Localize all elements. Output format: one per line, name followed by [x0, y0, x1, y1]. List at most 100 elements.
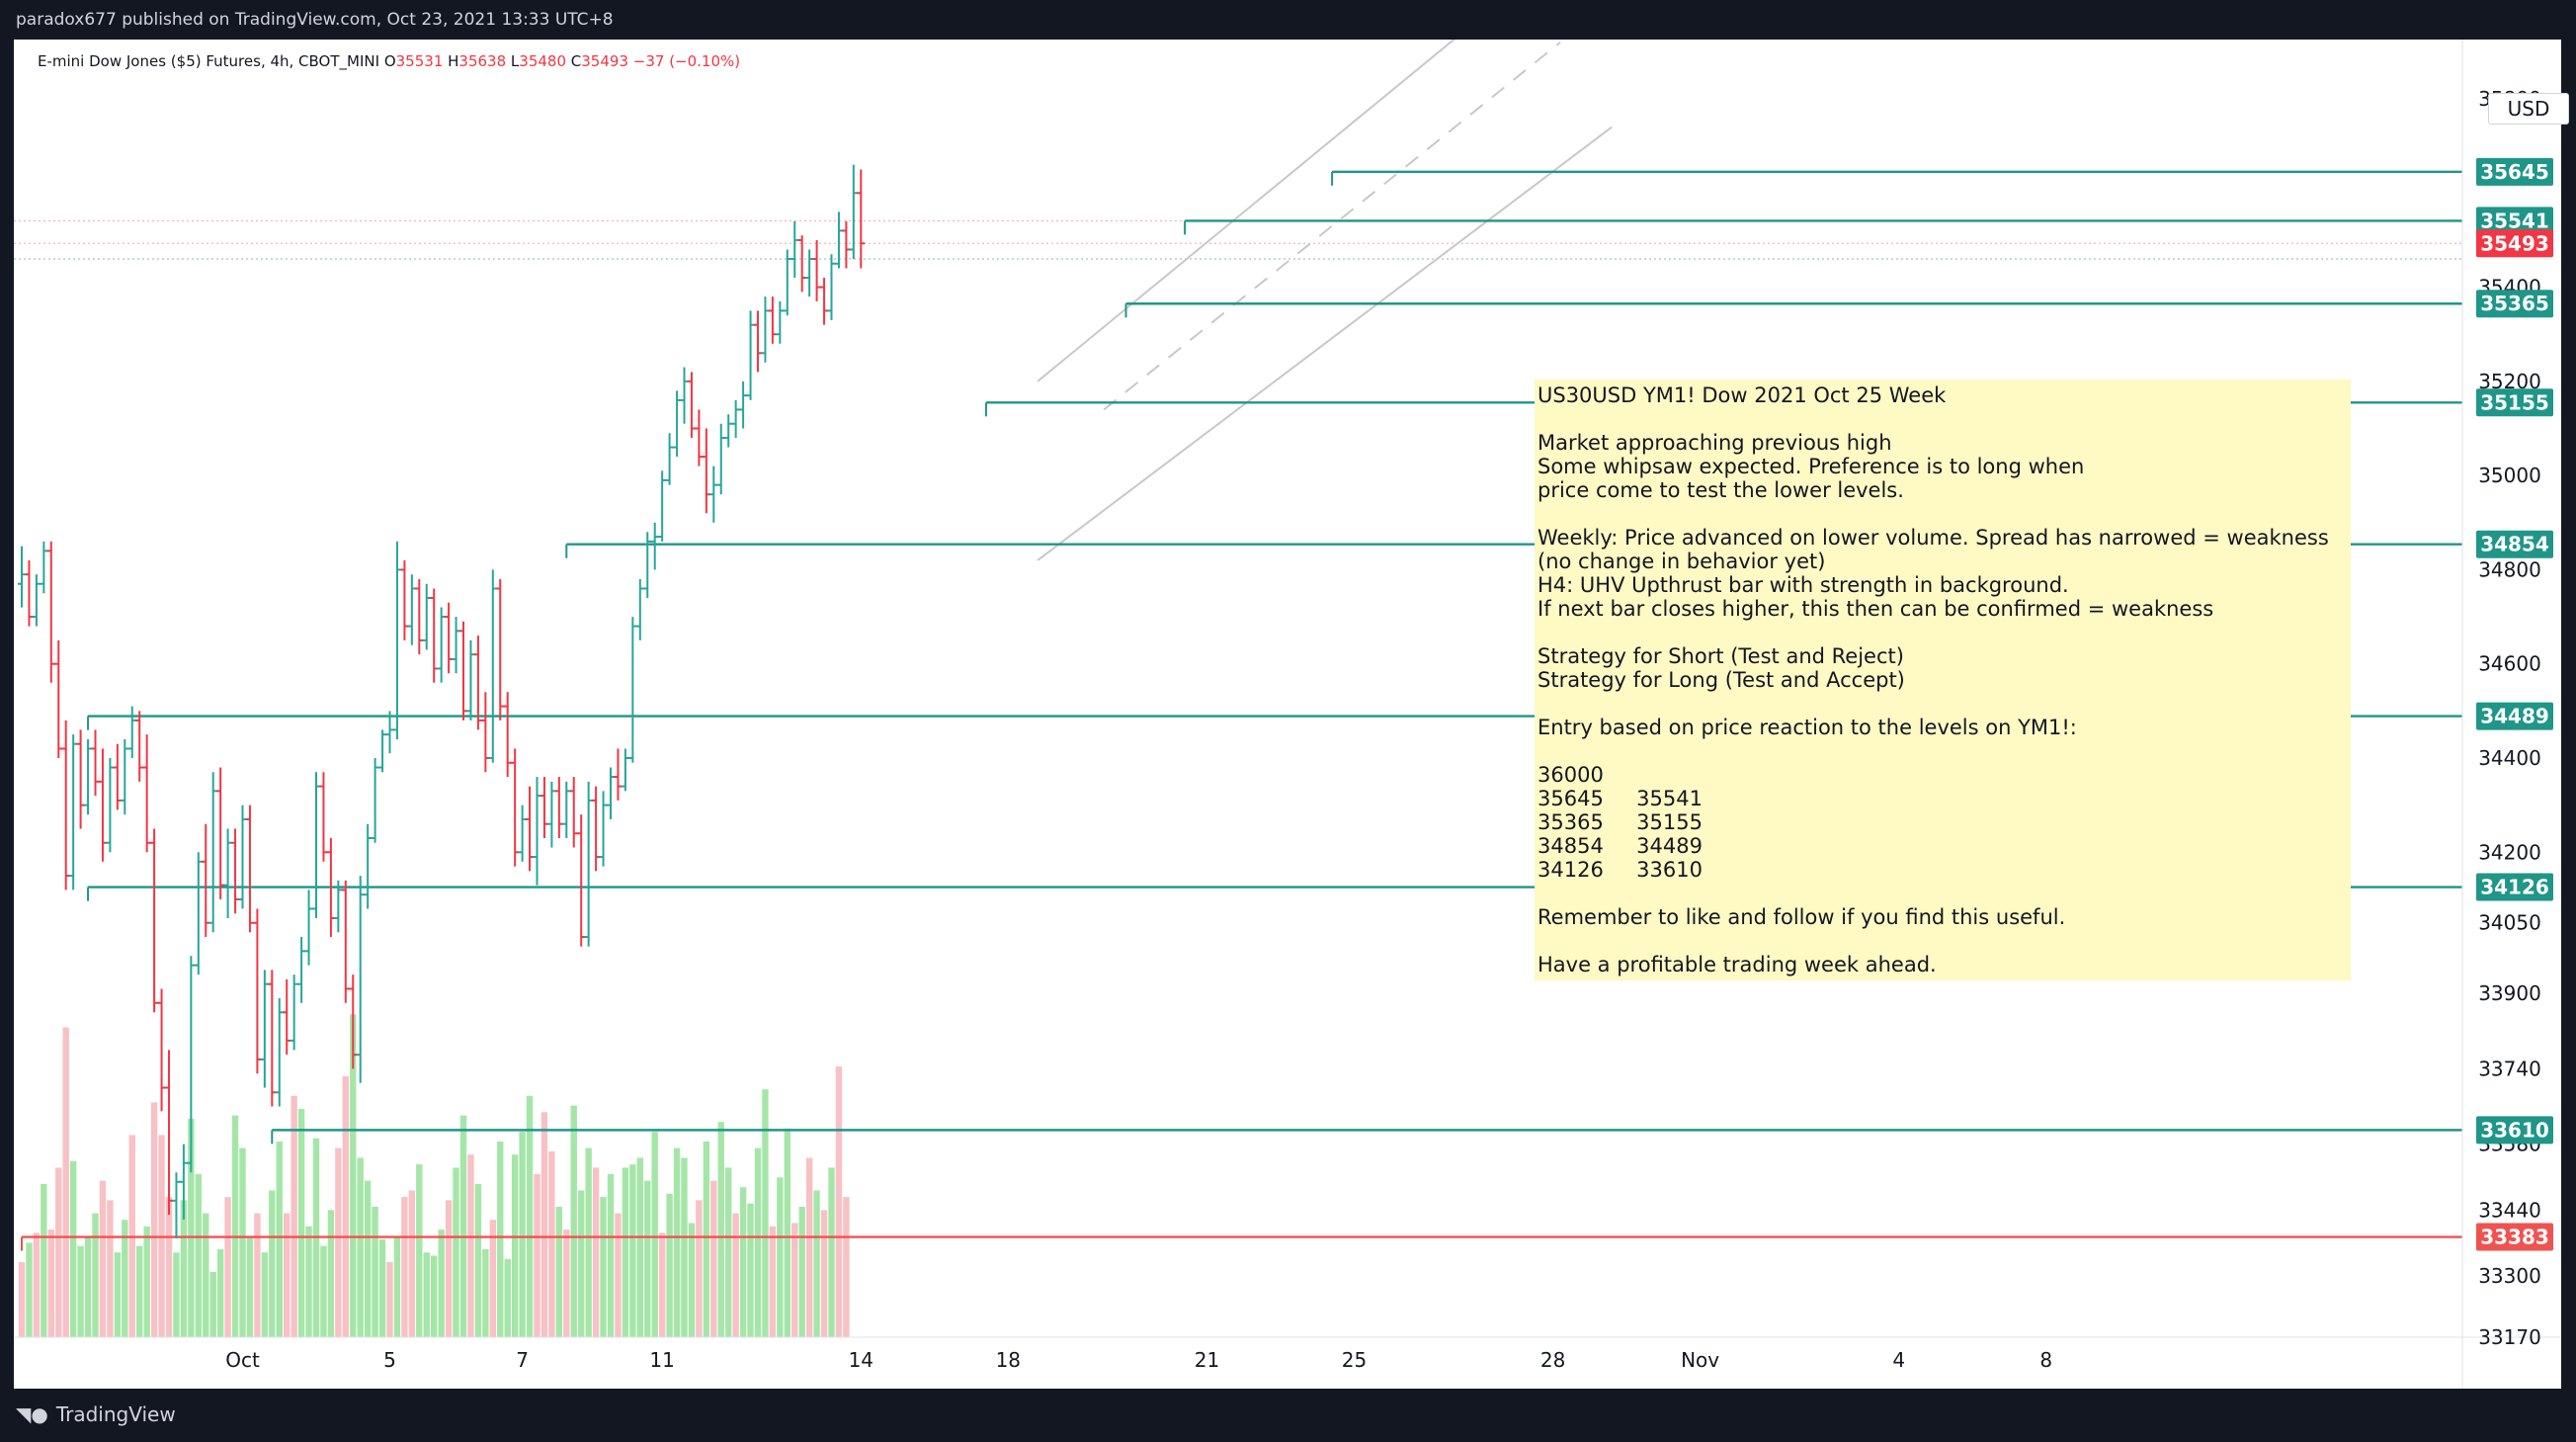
volume-bar [555, 1207, 563, 1337]
volume-bar [254, 1213, 261, 1337]
note-line: price come to test the lower levels. [1537, 478, 1904, 502]
price-level-tag-text: 34854 [2480, 533, 2549, 556]
note-line: Market approaching previous high [1537, 431, 1892, 455]
price-tick-label: 33900 [2478, 981, 2541, 1005]
note-line: 34126 33610 [1537, 858, 1703, 882]
note-line: Weekly: Price advanced on lower volume. … [1537, 526, 2329, 550]
volume-bar [18, 1262, 26, 1337]
volume-bar [519, 1132, 526, 1337]
note-line [1537, 882, 2348, 905]
volume-bar [291, 1095, 297, 1337]
price-level-tag [2476, 1116, 2553, 1145]
note-line [1537, 692, 2348, 716]
price-level-tag-text: 35541 [2480, 209, 2549, 232]
time-tick-label: 14 [849, 1348, 873, 1372]
volume-bar [615, 1213, 622, 1337]
volume-bar [364, 1180, 372, 1337]
volume-bar [710, 1180, 717, 1337]
volume-bar [511, 1154, 519, 1337]
volume-bar [77, 1245, 84, 1337]
brand-label: TradingView [55, 1402, 176, 1426]
volume-bar [33, 1232, 41, 1337]
note-line: H4: UHV Upthrust bar with strength in ba… [1537, 573, 2069, 597]
note-line: US30USD YM1! Dow 2021 Oct 25 Week [1537, 383, 1947, 407]
volume-bar [658, 1232, 666, 1337]
volume-bar [813, 1190, 820, 1337]
volume-bar [378, 1239, 386, 1337]
volume-bar [335, 1147, 342, 1337]
volume-bar [673, 1147, 681, 1337]
volume-bar [703, 1142, 710, 1337]
volume-bar [26, 1242, 33, 1337]
volume-bar [84, 1235, 92, 1337]
high-value: 35638 [458, 52, 507, 70]
time-tick-label: 11 [649, 1348, 674, 1372]
volume-bar [482, 1248, 489, 1337]
note-line: Remember to like and follow if you find … [1537, 905, 2066, 929]
volume-bar [423, 1252, 430, 1337]
volume-bar [393, 1235, 401, 1337]
volume-bar [784, 1128, 790, 1337]
volume-bar [754, 1147, 762, 1337]
note-line: Have a profitable trading week ahead. [1537, 953, 1937, 976]
price-level-tag-text: 33610 [2480, 1118, 2549, 1142]
volume-bar [372, 1207, 378, 1337]
volume-bar [636, 1157, 643, 1337]
volume-bar [681, 1157, 688, 1337]
note-line [1537, 621, 2348, 644]
price-level-tag [2476, 530, 2553, 558]
tradingview-logo-icon: ◥● [16, 1402, 48, 1426]
volume-bar [188, 1118, 195, 1337]
tradingview-brand[interactable]: ◥● TradingView [16, 1402, 176, 1426]
note-line [1537, 739, 2348, 763]
chart-area[interactable]: 33170 33300 33440 33580 33740 33900 34050 34200… [14, 40, 2569, 1389]
volume-bar [438, 1230, 445, 1337]
publisher-text: paradox677 published on TradingView.com,… [16, 10, 614, 30]
volume-bar [835, 1066, 843, 1337]
price-level-tag-text: 35365 [2480, 292, 2549, 315]
volume-bar [41, 1183, 47, 1337]
time-tick-label: 4 [1892, 1348, 1905, 1372]
volume-bar [305, 1226, 312, 1337]
note-line [1537, 502, 2348, 526]
currency-button[interactable]: USD [2488, 93, 2569, 125]
channel-upper-line [1037, 40, 1455, 382]
volume-bar [651, 1132, 658, 1337]
note-line: 36000 [1537, 763, 1604, 787]
close-value: 35493 [581, 52, 628, 70]
volume-bar [224, 1197, 231, 1337]
price-tick-label: 34800 [2478, 557, 2541, 581]
symbol-legend: E-mini Dow Jones ($5) Futures, 4h, CBOT_… [38, 52, 740, 70]
price-level-tag-text: 34489 [2480, 705, 2549, 728]
footer-strip: ◥● TradingView [0, 1389, 2576, 1442]
note-line: Strategy for Long (Test and Accept) [1537, 668, 1905, 692]
volume-bar [416, 1164, 423, 1337]
volume-bar [534, 1174, 540, 1337]
price-level-tag-text: 35645 [2480, 160, 2549, 184]
time-tick-label: Nov [1681, 1348, 1719, 1372]
volume-bar [717, 1122, 724, 1337]
time-tick-label: 28 [1540, 1348, 1565, 1372]
volume-bar [644, 1180, 651, 1337]
volume-bar [504, 1258, 511, 1337]
price-tick-label: 34200 [2478, 840, 2541, 864]
volume-bar [55, 1167, 62, 1337]
volume-bar [798, 1207, 805, 1337]
volume-bar [688, 1223, 696, 1337]
volume-bar [180, 1200, 188, 1337]
volume-bar [408, 1190, 416, 1337]
volume-bar [297, 1109, 305, 1337]
volume-bar [107, 1200, 114, 1337]
price-level-tag [2476, 1223, 2553, 1251]
volume-bar [246, 1235, 254, 1337]
volume-bar [320, 1245, 327, 1337]
volume-bar [585, 1147, 592, 1337]
price-tick-label: 33740 [2478, 1057, 2541, 1080]
volume-bar [732, 1213, 739, 1337]
note-line: (no change in behavior yet) [1537, 550, 1826, 573]
text-note[interactable]: US30USD YM1! Dow 2021 Oct 25 Week Market… [1535, 380, 2351, 980]
volume-bar [548, 1150, 555, 1337]
volume-bar [725, 1167, 732, 1337]
volume-bar [474, 1183, 482, 1337]
note-line: If next bar closes higher, this then can… [1537, 597, 2214, 621]
